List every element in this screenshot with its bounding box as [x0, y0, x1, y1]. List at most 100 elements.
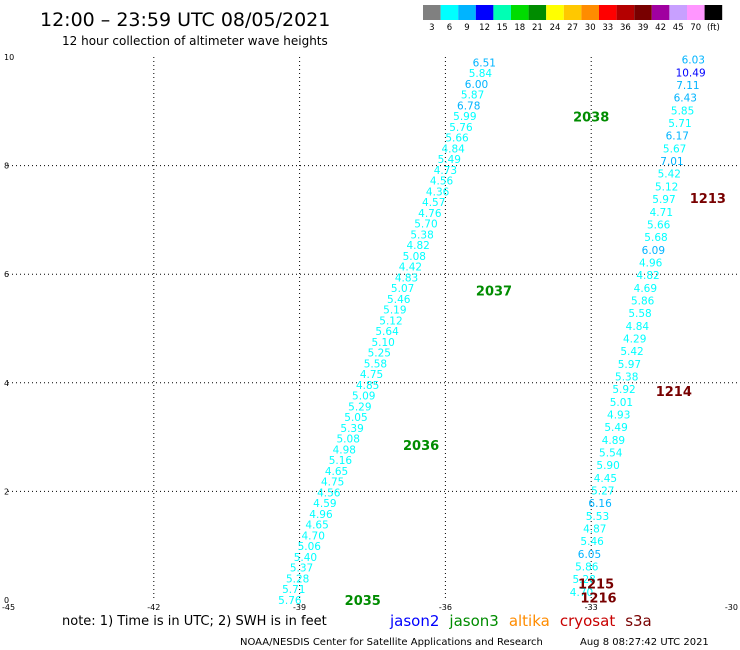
swh-data-point: 5.71	[282, 584, 305, 596]
swh-data-point: 4.84	[441, 143, 465, 155]
swh-data-point: 5.84	[469, 68, 493, 80]
colorbar-swatch	[651, 5, 670, 20]
swh-data-point: 4.83	[395, 272, 418, 284]
colorbar-swatch	[704, 5, 723, 20]
x-tick-label: -39	[293, 603, 306, 612]
swh-data-point: 5.08	[337, 434, 360, 446]
swh-data-point: 5.12	[379, 315, 402, 327]
swh-data-point: 5.16	[329, 455, 353, 467]
swh-data-point: 6.05	[578, 549, 601, 561]
credit-line: NOAA/NESDIS Center for Satellite Applica…	[240, 637, 543, 648]
swh-data-point: 6.17	[666, 131, 689, 143]
swh-data-point: 5.71	[668, 118, 691, 130]
swh-data-point: 6.00	[465, 79, 488, 91]
colorbar-swatch	[563, 5, 582, 20]
x-tick-label: -45	[2, 603, 15, 612]
swh-data-point: 5.39	[340, 423, 363, 435]
swh-data-point: 5.99	[453, 111, 476, 123]
colorbar-label: 3	[429, 23, 434, 33]
swh-data-point: 4.45	[594, 473, 617, 485]
swh-data-point: 7.01	[660, 156, 683, 168]
swh-data-point: 5.97	[652, 194, 675, 206]
swh-data-point: 7.11	[676, 80, 699, 92]
swh-data-point: 4.65	[305, 520, 328, 532]
swh-data-point: 5.28	[286, 573, 309, 585]
colorbar-swatch	[669, 5, 687, 20]
colorbar-label: 24	[550, 23, 561, 33]
legend-entry-jason2: jason2	[389, 612, 439, 630]
colorbar-swatch	[687, 5, 705, 20]
colorbar-label: 27	[567, 23, 578, 33]
swh-data-point: 5.38	[410, 229, 433, 241]
swh-data-point: 4.96	[639, 257, 663, 269]
swh-data-point: 4.84	[626, 321, 650, 333]
swh-data-point: 5.27	[591, 485, 614, 497]
swh-data-point: 5.54	[599, 447, 623, 459]
swh-data-point: 5.49	[604, 422, 627, 434]
colorbar-swatch	[493, 5, 511, 20]
swh-data-point: 5.19	[383, 305, 406, 317]
swh-data-point: 5.86	[575, 562, 599, 574]
colorbar-label: (ft)	[707, 23, 720, 33]
swh-data-point: 5.06	[298, 541, 322, 553]
y-tick-label: 4	[4, 379, 9, 388]
swh-data-point: 5.08	[403, 251, 426, 263]
colorbar-label: 9	[464, 23, 469, 33]
swh-data-point: 4.82	[406, 240, 429, 252]
colorbar-label: 21	[532, 23, 543, 33]
swh-data-point: 5.92	[612, 384, 635, 396]
swh-data-point: 4.70	[570, 587, 593, 599]
swh-data-point: 5.53	[586, 511, 609, 523]
colorbar-swatch	[599, 5, 617, 20]
swh-data-point: 5.49	[438, 154, 461, 166]
legend-entry-jason3: jason3	[448, 612, 498, 630]
colorbar-label: 18	[514, 23, 525, 33]
colorbar-label: 12	[479, 23, 490, 33]
pass-time-label: 1215	[578, 578, 614, 593]
swh-data-point: 5.87	[461, 90, 484, 102]
colorbar-swatch	[634, 5, 652, 20]
colorbar-label: 42	[655, 23, 666, 33]
footnote: note: 1) Time is in UTC; 2) SWH is in fe…	[62, 614, 327, 629]
swh-data-point: 4.57	[422, 197, 445, 209]
pass-time-label: 2036	[403, 439, 439, 454]
colorbar-label: 45	[673, 23, 684, 33]
swh-data-point: 4.65	[325, 466, 348, 478]
swh-data-point: 5.70	[414, 219, 437, 231]
swh-data-point: 4.56	[317, 487, 341, 499]
x-tick-label: -30	[725, 603, 738, 612]
swh-data-point: 5.64	[375, 326, 399, 338]
swh-data-point: 5.25	[368, 348, 391, 360]
y-tick-label: 6	[4, 270, 9, 279]
swh-data-point: 4.70	[302, 530, 325, 542]
swh-data-point: 5.05	[344, 412, 367, 424]
swh-data-point: 5.09	[352, 391, 375, 403]
swh-data-point: 5.97	[618, 359, 641, 371]
colorbar-label: 36	[620, 23, 631, 33]
swh-data-point: 5.90	[596, 460, 619, 472]
swh-data-point: 4.98	[333, 444, 356, 456]
colorbar-label: 15	[497, 23, 508, 33]
swh-data-point: 5.42	[620, 346, 643, 358]
legend-entry-cryosat: cryosat	[560, 612, 615, 630]
swh-data-point: 4.56	[430, 176, 454, 188]
x-tick-label: -33	[585, 603, 598, 612]
colorbar-swatch	[528, 5, 547, 20]
swh-data-point: 5.38	[615, 371, 638, 383]
pass-time-label: 2035	[345, 594, 381, 609]
y-tick-label: 10	[4, 53, 14, 62]
swh-data-point: 4.93	[607, 409, 630, 421]
swh-data-point: 5.68	[644, 232, 667, 244]
swh-data-point: 5.07	[391, 283, 414, 295]
swh-data-point: 4.96	[309, 509, 333, 521]
pass-time-label: 2037	[476, 284, 512, 299]
swh-data-point: 5.46	[387, 294, 411, 306]
colorbar-label: 30	[585, 23, 596, 33]
colorbar-swatch	[475, 5, 494, 20]
swh-data-point: 5.01	[610, 397, 633, 409]
x-tick-label: -36	[439, 603, 452, 612]
swh-data-point: 10.49	[676, 67, 706, 79]
swh-data-point: 5.46	[580, 536, 604, 548]
chart-title: 12:00 – 23:59 UTC 08/05/2021	[40, 9, 330, 31]
pass-time-label: 1213	[690, 192, 726, 207]
